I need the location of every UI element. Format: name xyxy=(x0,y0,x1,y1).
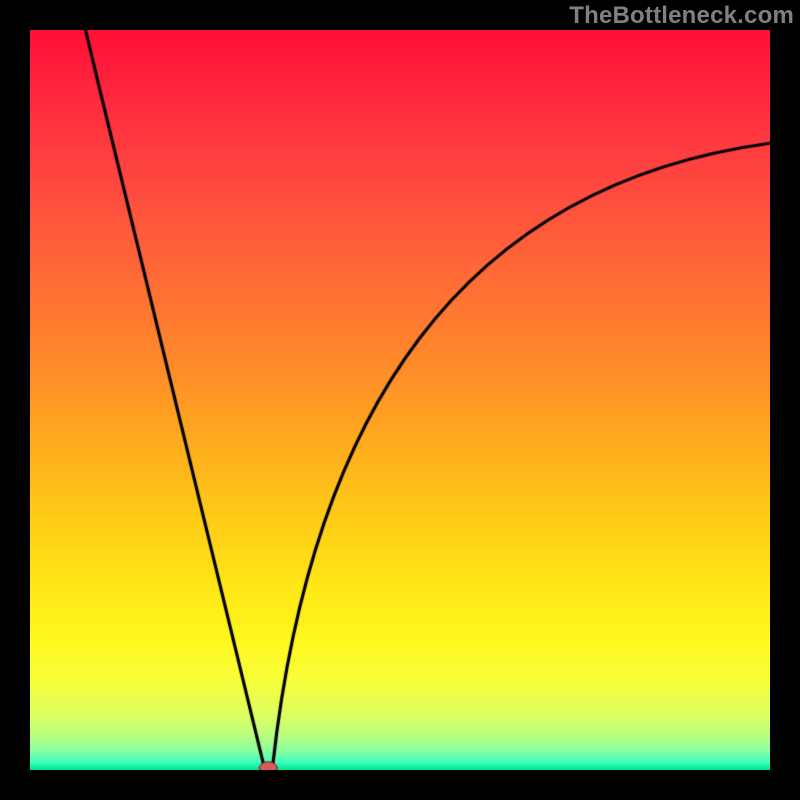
bottleneck-curve xyxy=(30,30,770,770)
chart-root: TheBottleneck.com xyxy=(0,0,800,800)
watermark-label: TheBottleneck.com xyxy=(569,2,794,30)
